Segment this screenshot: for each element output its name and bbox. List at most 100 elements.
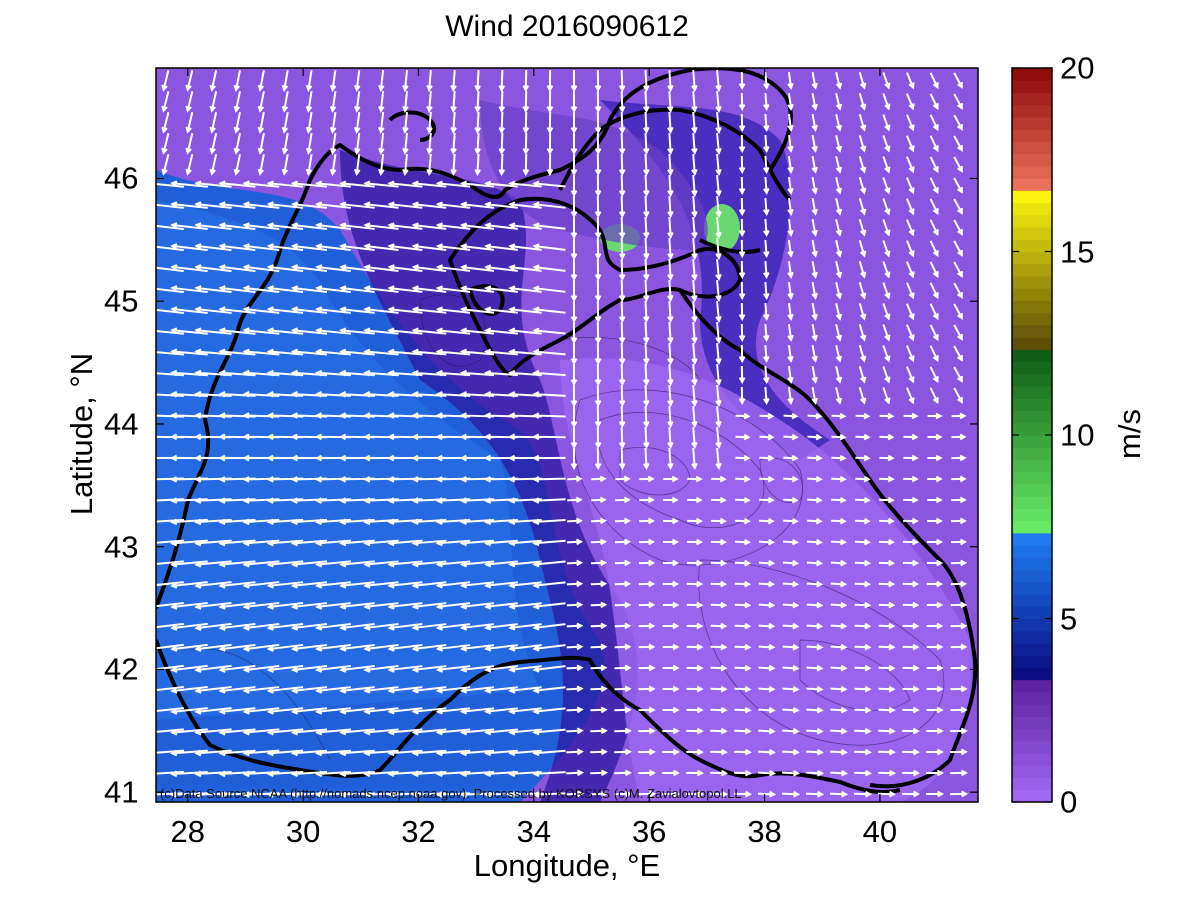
wind-arrow-shaft [929, 261, 939, 277]
wind-arrow-shaft [758, 771, 774, 775]
wind-arrow-shaft [534, 602, 566, 608]
wind-arrow-shaft [806, 750, 822, 754]
wind-arrow-head [508, 707, 516, 715]
wind-arrow-shaft [620, 90, 624, 112]
wind-arrow-head [339, 412, 347, 419]
wind-arrow-head [839, 454, 847, 462]
wind-arrow-head [908, 250, 915, 258]
wind-arrow-head [863, 454, 871, 462]
wind-arrow-head [738, 209, 746, 217]
wind-arrow-shaft [235, 70, 241, 90]
wind-arrow-head [715, 357, 722, 366]
wind-arrow-head [242, 770, 250, 778]
wind-arrow-head [532, 222, 540, 229]
wind-arrow-head [242, 624, 250, 631]
wind-arrow-shaft [906, 366, 914, 382]
wind-arrow-shaft [534, 350, 566, 356]
wind-arrow-head [218, 749, 226, 757]
wind-arrow-head [266, 285, 274, 292]
wind-arrow-head [715, 231, 722, 240]
wind-arrow-head [594, 421, 602, 429]
wind-arrow-head [378, 126, 385, 135]
wind-arrow-head [532, 624, 540, 631]
wind-arrow-shaft [172, 182, 208, 188]
wind-arrow-head [450, 148, 457, 156]
wind-arrow-shaft [292, 203, 328, 209]
wind-arrow-head [864, 601, 872, 609]
wind-arrow-head [411, 582, 419, 589]
wind-arrow-shaft [644, 237, 648, 259]
wind-arrow-head [161, 105, 168, 113]
wind-arrow-head [672, 580, 680, 588]
wind-arrow-head [887, 454, 895, 462]
wind-arrow-head [696, 685, 704, 693]
wind-arrow-shaft [220, 393, 256, 397]
wind-arrow-shaft [292, 622, 328, 630]
wind-arrow-head [957, 103, 963, 110]
wind-arrow-shaft [534, 686, 566, 692]
wind-arrow-shaft [759, 477, 773, 481]
wind-arrow-head [957, 166, 963, 173]
wind-arrow-head [600, 685, 608, 693]
wind-arrow-head [387, 539, 395, 547]
wind-arrow-head [672, 622, 680, 630]
wind-arrow-shaft [486, 287, 518, 293]
wind-arrow-head [932, 145, 939, 153]
wind-arrow-head [860, 124, 867, 132]
wind-arrow-shaft [835, 113, 841, 131]
wind-arrow-head [435, 645, 443, 652]
colorbar-band [1012, 471, 1052, 485]
wind-arrow-head [339, 728, 347, 736]
wind-arrow-shaft [831, 477, 845, 481]
wind-arrow-shaft [759, 435, 773, 439]
wind-arrow-shaft [500, 153, 504, 175]
wind-arrow-head [932, 208, 939, 216]
wind-arrow-head [266, 791, 274, 798]
wind-arrow-head [363, 348, 371, 356]
wind-arrow-head [435, 497, 443, 504]
wind-arrow-head [671, 475, 679, 483]
wind-arrow-head [532, 454, 540, 462]
wind-arrow-shaft [156, 643, 184, 650]
wind-arrow-head [768, 706, 776, 714]
wind-arrow-head [672, 559, 680, 567]
wind-arrow-shaft [196, 498, 232, 502]
wind-arrow-shaft [220, 182, 256, 188]
wind-arrow-head [625, 790, 633, 798]
wind-arrow-shaft [428, 132, 432, 154]
wind-arrow-head [840, 559, 848, 567]
wind-arrow-head [402, 84, 409, 93]
wind-arrow-head [691, 358, 698, 366]
wind-arrow-head [194, 348, 202, 356]
wind-arrow-shaft [692, 342, 696, 364]
wind-arrow-head [435, 687, 443, 694]
wind-arrow-head [209, 168, 216, 176]
wind-arrow-shaft [758, 708, 774, 712]
wind-arrow-head [218, 348, 226, 356]
wind-arrow-shaft [692, 237, 696, 259]
wind-arrow-head [484, 749, 492, 757]
wind-arrow-head [378, 147, 385, 156]
wind-arrow-head [508, 222, 516, 229]
wind-arrow-shaft [292, 244, 328, 252]
wind-arrow-head [860, 355, 867, 363]
wind-arrow-shaft [668, 132, 672, 154]
wind-arrow-head [315, 180, 323, 187]
wind-arrow-shaft [452, 69, 456, 91]
wind-arrow-head [570, 253, 578, 261]
wind-arrow-head [532, 180, 540, 188]
wind-arrow-head [363, 306, 371, 313]
wind-arrow-shaft [716, 300, 720, 322]
wind-arrow-head [546, 169, 554, 177]
wind-arrow-shaft [811, 386, 817, 404]
wind-arrow-head [435, 708, 443, 715]
wind-arrow-head [194, 497, 202, 504]
wind-arrow-shaft [437, 623, 471, 629]
wind-arrow-head [290, 348, 298, 356]
y-tick-label: 45 [104, 283, 139, 319]
wind-arrow-head [508, 264, 516, 271]
wind-arrow-head [339, 222, 347, 229]
wind-arrow-head [218, 497, 226, 504]
wind-arrow-head [959, 412, 967, 420]
wind-arrow-shaft [716, 363, 720, 385]
